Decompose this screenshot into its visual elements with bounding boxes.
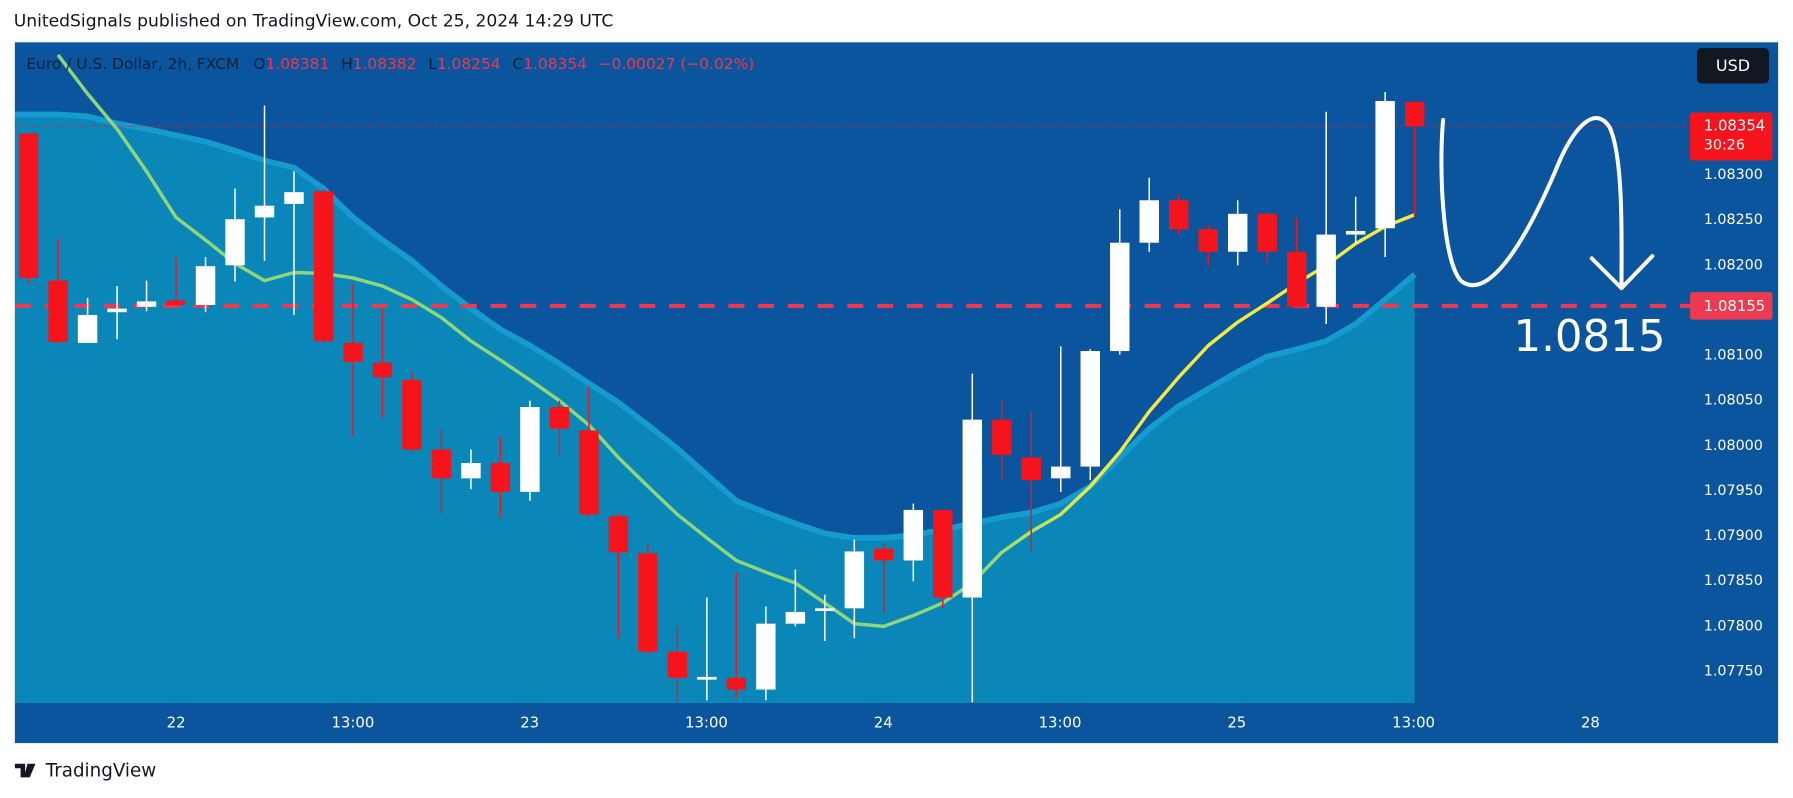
x-tick-label: 24 — [874, 714, 893, 732]
x-tick-label: 13:00 — [685, 714, 728, 732]
candle-body — [1227, 213, 1248, 252]
ohlc-label: H — [341, 55, 353, 73]
plot — [14, 53, 1691, 704]
candle-body — [874, 548, 894, 561]
candle-body — [962, 419, 983, 598]
candle-body — [903, 509, 924, 561]
currency-button[interactable] — [1696, 48, 1769, 84]
y-tick-label: 1.08200 — [1704, 257, 1763, 273]
symbol-title: Euro / U.S. Dollar, 2h, FXCM — [26, 55, 239, 73]
candle-body — [402, 379, 422, 450]
candle-body — [136, 301, 157, 307]
candle-body — [1198, 229, 1218, 252]
ohlc-value: 1.08381 — [266, 55, 330, 73]
candle-body — [520, 407, 540, 492]
candle-body — [638, 553, 658, 652]
y-tick-label: 1.08000 — [1704, 438, 1763, 454]
brand-logo — [14, 763, 36, 778]
candle-body — [1345, 230, 1366, 235]
x-tick-label: 28 — [1581, 714, 1600, 732]
candle-body — [372, 362, 393, 378]
candle-body — [815, 608, 835, 612]
candle-body — [343, 342, 363, 362]
x-tick-label: 23 — [520, 714, 539, 732]
y-tick-label: 1.07900 — [1704, 528, 1763, 544]
candle-body — [1110, 242, 1130, 352]
x-tick-label: 25 — [1227, 714, 1246, 732]
candle-body — [933, 509, 953, 598]
brand: TradingView — [14, 761, 157, 782]
x-tick-label: 22 — [167, 714, 186, 732]
candle-body — [1169, 200, 1189, 230]
x-tick-label: 13:00 — [1392, 714, 1435, 732]
candle-body — [461, 462, 481, 479]
x-tick-label: 13:00 — [331, 714, 374, 732]
candle-body — [549, 407, 570, 429]
candle-body — [18, 133, 39, 278]
level-price-label: 1.08155 — [1704, 297, 1765, 315]
candle-body — [1051, 466, 1071, 479]
candle-body — [1021, 457, 1041, 481]
y-tick-label: 1.08250 — [1704, 212, 1763, 228]
candle-body — [667, 651, 688, 678]
brand-name: TradingView — [45, 761, 157, 782]
candle-body — [107, 308, 127, 313]
candle-body — [1316, 234, 1336, 307]
band-area — [14, 114, 1415, 704]
countdown: 30:26 — [1704, 138, 1745, 154]
overlay: 1.07750 1.07800 1.07850 1.07900 1.07950 1.080… — [167, 112, 1773, 732]
candle-body — [992, 419, 1012, 455]
candle-body — [490, 462, 511, 492]
y-tick-label: 1.07800 — [1704, 618, 1763, 634]
y-tick-label: 1.07950 — [1704, 483, 1763, 499]
last-price-box — [1690, 112, 1773, 161]
ohlc-value: 1.08354 — [523, 55, 587, 73]
candle-body — [697, 676, 717, 680]
y-tick-label: 1.08300 — [1704, 167, 1763, 183]
candle-body — [195, 266, 216, 305]
candle-body — [785, 611, 806, 624]
candle-body — [77, 314, 98, 343]
candle-body — [225, 219, 245, 266]
ohlc-value: 1.08382 — [353, 55, 417, 73]
candle-body — [166, 300, 186, 305]
candle-body — [48, 280, 68, 343]
ohlc-label: O — [253, 55, 265, 73]
candle-body — [431, 449, 452, 479]
x-tick-label: 13:00 — [1039, 714, 1082, 732]
level-price-box — [1690, 292, 1773, 320]
last-price-label: 1.08354 — [1704, 116, 1765, 134]
candle-body — [1257, 213, 1277, 252]
ohlc-value: 1.08254 — [437, 55, 501, 73]
candle-body — [579, 430, 599, 515]
candle-body — [1286, 251, 1307, 307]
ohlc-label: L — [428, 55, 437, 73]
candle-body — [313, 191, 334, 342]
y-tick-label: 1.07750 — [1704, 664, 1763, 680]
y-tick-label: 1.08100 — [1704, 348, 1763, 364]
candle-body — [844, 551, 865, 609]
byline: UnitedSignals published on TradingView.c… — [14, 12, 614, 32]
y-tick-label: 1.08050 — [1704, 393, 1763, 409]
candle-body — [1139, 200, 1159, 243]
currency-label[interactable]: USD — [1716, 56, 1750, 75]
candle-body — [284, 192, 304, 204]
change: −0.00027 (−0.02%) — [599, 55, 755, 73]
candle-body — [726, 677, 747, 690]
candle-body — [1375, 100, 1395, 229]
legend-header: Euro / U.S. Dollar, 2h, FXCM O1.08381 H1… — [26, 55, 754, 73]
candle-body — [1404, 101, 1425, 127]
ohlc-label: C — [512, 55, 523, 73]
candle-body — [756, 623, 776, 690]
moving-average — [56, 53, 1416, 629]
candle-body — [254, 205, 275, 218]
annotation: 1.0815 — [1513, 312, 1665, 362]
band-line — [14, 111, 1417, 541]
candle-body — [608, 516, 629, 553]
candle-body — [1080, 351, 1100, 467]
drawn-arrow — [1439, 116, 1655, 291]
y-tick-label: 1.07850 — [1704, 573, 1763, 589]
